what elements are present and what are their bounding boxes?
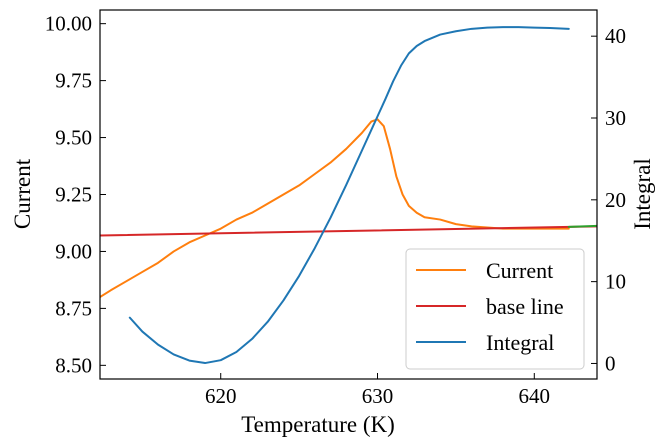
legend-label-current: Current — [486, 258, 553, 283]
legend-label-integral: Integral — [486, 330, 554, 355]
y-left-tick-label: 9.25 — [55, 183, 92, 207]
series-line-integral — [128, 26, 570, 365]
series-line-unlabeled-3 — [567, 224, 597, 228]
y-left-tick-label: 9.75 — [55, 69, 92, 93]
y-right-tick-label: 40 — [605, 24, 626, 48]
series-line-base-line — [100, 225, 597, 237]
x-axis-title: Temperature (K) — [241, 412, 395, 437]
legend: Current base line Integral — [405, 248, 585, 370]
legend-label-base-line: base line — [486, 294, 564, 319]
y-right-tick-label: 0 — [605, 351, 616, 375]
ticks-layer: 620 630 640 8.50 8.75 9.00 9.25 9.50 9.75 10.00 0 1… — [45, 12, 626, 408]
y-left-tick-label: 9.50 — [55, 126, 92, 150]
series-line-current — [100, 118, 570, 298]
y-left-tick-label: 10.00 — [45, 12, 92, 36]
y-left-tick-label: 9.00 — [55, 239, 92, 263]
y-left-tick-label: 8.50 — [55, 353, 92, 377]
y-right-tick-label: 20 — [605, 188, 626, 212]
x-tick-label: 630 — [362, 384, 394, 408]
x-tick-label: 640 — [519, 384, 551, 408]
y-right-tick-label: 10 — [605, 270, 626, 294]
y-axis-title-right: Integral — [630, 158, 655, 230]
y-right-tick-label: 30 — [605, 106, 626, 130]
y-axis-title-left: Current — [10, 158, 35, 229]
x-tick-label: 620 — [205, 384, 237, 408]
legend-box — [405, 248, 585, 370]
series-layer — [100, 26, 597, 365]
y-left-tick-label: 8.75 — [55, 296, 92, 320]
